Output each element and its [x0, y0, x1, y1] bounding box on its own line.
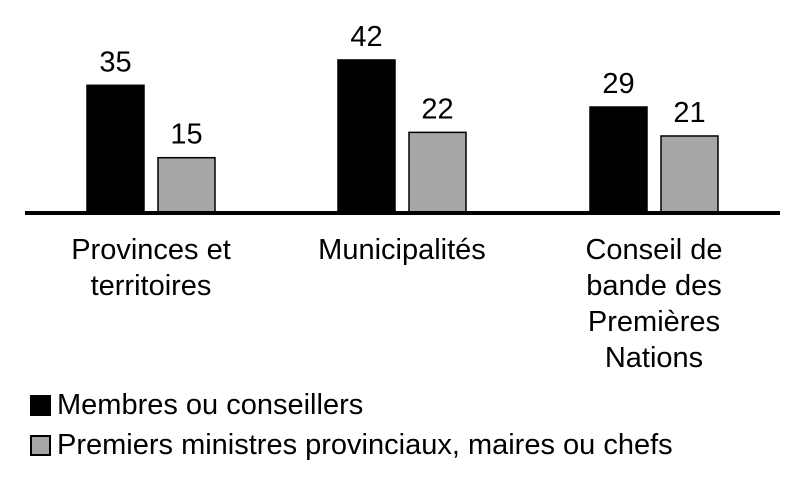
legend-swatch [30, 434, 51, 456]
bar [337, 59, 396, 213]
bars-group [86, 59, 719, 213]
data-label: 22 [421, 93, 453, 125]
data-label: 21 [673, 97, 705, 129]
value-labels-group: 35 15 42 22 29 21 [99, 21, 705, 151]
category-label-line: bande des [586, 270, 722, 302]
category-label-line: Conseil de [585, 234, 723, 266]
category-label: Provinces et territoires [41, 232, 261, 304]
legend-label: Premiers ministres provinciaux, maires o… [57, 428, 673, 461]
bar [660, 135, 719, 213]
bar [589, 106, 648, 213]
category-label-line: Municipalités [318, 234, 486, 266]
legend-swatch [30, 394, 51, 416]
legend: Membres ou conseillers Premiers ministre… [30, 385, 673, 465]
bar [157, 156, 216, 213]
category-label-line: Provinces et [71, 234, 231, 266]
data-label: 42 [350, 21, 382, 53]
legend-item: Premiers ministres provinciaux, maires o… [30, 425, 673, 465]
legend-item: Membres ou conseillers [30, 385, 673, 425]
category-label: Conseil de bande des Premières Nations [544, 232, 764, 376]
data-label: 29 [602, 68, 634, 100]
data-label: 15 [170, 119, 202, 151]
bar [86, 84, 145, 213]
legend-label: Membres ou conseillers [57, 388, 364, 421]
category-label-line: territoires [90, 270, 212, 302]
category-label-line: Nations [604, 342, 704, 374]
data-label: 35 [99, 46, 131, 78]
category-label-line: Premières [587, 306, 721, 338]
bar [408, 131, 467, 213]
category-label: Municipalités [292, 232, 512, 268]
